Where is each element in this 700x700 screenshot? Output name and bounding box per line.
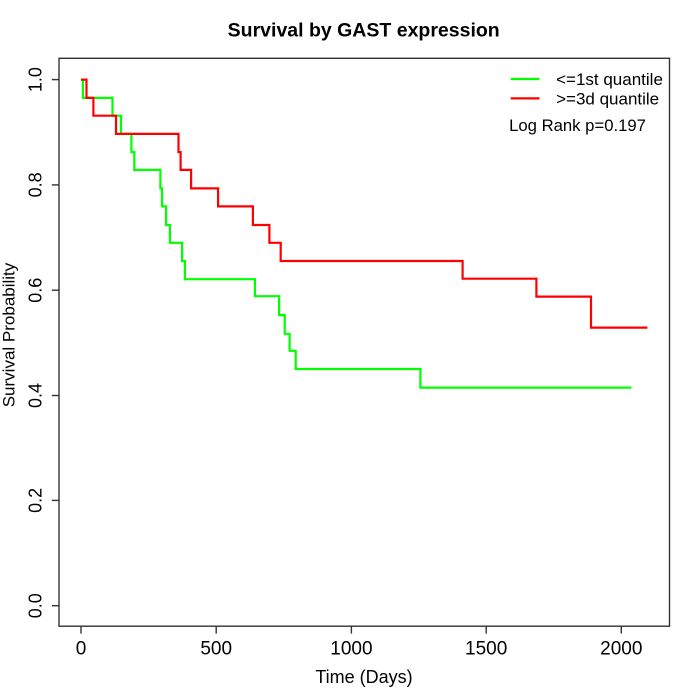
svg-text:1.0: 1.0 (26, 67, 46, 92)
svg-text:0.6: 0.6 (26, 278, 46, 303)
svg-text:Survival Probability: Survival Probability (0, 262, 19, 407)
svg-text:Log Rank p=0.197: Log Rank p=0.197 (509, 116, 646, 135)
svg-text:0.0: 0.0 (26, 593, 46, 618)
svg-text:1000: 1000 (330, 639, 372, 660)
svg-text:0.8: 0.8 (26, 172, 46, 197)
svg-text:>=3d quantile: >=3d quantile (556, 89, 659, 108)
svg-text:<=1st quantile: <=1st quantile (556, 70, 663, 89)
svg-text:2000: 2000 (600, 639, 642, 660)
svg-text:0.4: 0.4 (26, 383, 46, 408)
svg-text:Survival by GAST expression: Survival by GAST expression (228, 19, 500, 41)
svg-text:Time (Days): Time (Days) (315, 667, 412, 687)
svg-text:500: 500 (200, 639, 232, 660)
svg-text:0.2: 0.2 (26, 488, 46, 513)
svg-text:0: 0 (76, 639, 87, 660)
svg-text:1500: 1500 (465, 639, 507, 660)
